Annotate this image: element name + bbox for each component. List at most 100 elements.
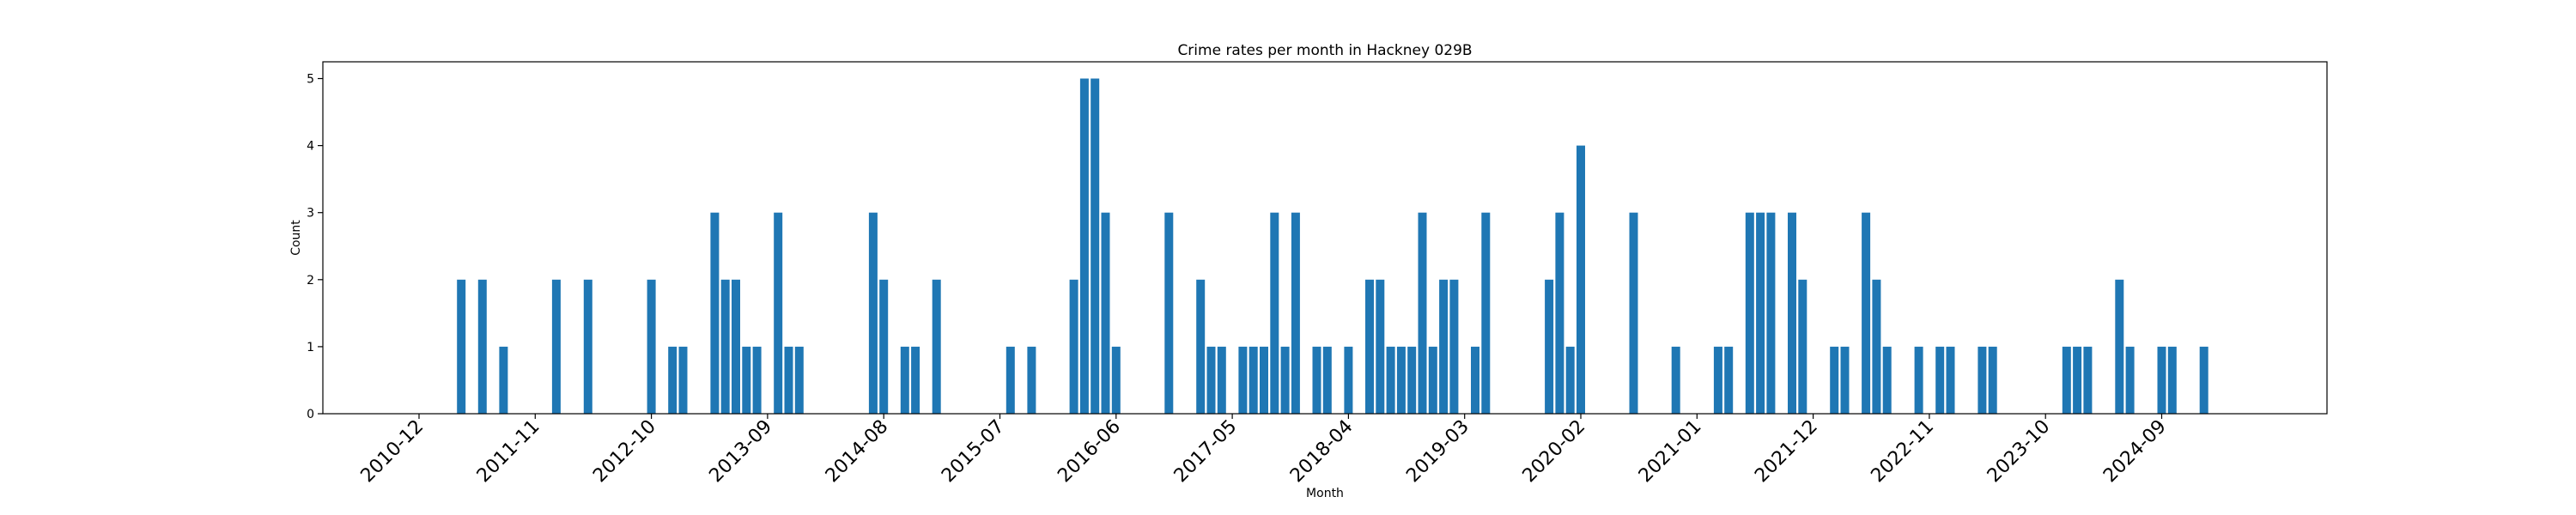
x-tick-label: 2024-09 — [2099, 416, 2171, 488]
x-axis: 2010-12 2011-11 2012-10 2013-09 2014-08 2015-… — [357, 414, 2171, 487]
x-tick-label: 2015-07 — [938, 416, 1009, 488]
bar — [1069, 279, 1078, 414]
bar — [583, 279, 592, 414]
bar — [1935, 346, 1945, 414]
bar — [1745, 212, 1754, 414]
bar — [2167, 346, 2177, 414]
bar — [1101, 212, 1110, 414]
x-tick-label: 2023-10 — [1984, 416, 2055, 488]
y-tick-label: 2 — [307, 274, 314, 288]
bar — [1260, 346, 1268, 414]
bar — [1862, 212, 1871, 414]
bar — [1988, 346, 1997, 414]
x-tick-label: 2018-04 — [1286, 416, 1358, 488]
x-tick-label: 2014-08 — [822, 416, 893, 488]
bar — [1946, 346, 1955, 414]
bar — [1449, 279, 1459, 414]
bar — [710, 212, 720, 414]
y-axis: 0 1 2 3 4 5 — [307, 73, 323, 421]
bar — [1882, 346, 1892, 414]
bar — [720, 279, 730, 414]
bar — [1164, 212, 1174, 414]
bar — [1671, 346, 1680, 414]
bar — [1344, 346, 1353, 414]
bar — [1830, 346, 1839, 414]
bar — [1217, 346, 1226, 414]
x-tick-label: 2022-11 — [1867, 416, 1938, 488]
bar — [1196, 279, 1206, 414]
x-tick-label: 2021-12 — [1751, 416, 1822, 488]
bar — [499, 346, 508, 414]
x-tick-label: 2017-05 — [1170, 416, 1242, 488]
bar — [1629, 212, 1638, 414]
bar — [742, 346, 751, 414]
bar — [1322, 346, 1332, 414]
x-tick-label: 2019-03 — [1402, 416, 1473, 488]
bar — [1418, 212, 1427, 414]
x-tick-label: 2011-11 — [473, 416, 544, 488]
bar — [1270, 212, 1279, 414]
bar — [1111, 346, 1121, 414]
x-tick-label: 2010-12 — [357, 416, 428, 488]
bar — [1565, 346, 1575, 414]
bar — [794, 346, 804, 414]
bar — [1724, 346, 1734, 414]
bar — [1005, 346, 1015, 414]
bar — [1555, 212, 1564, 414]
bar — [1386, 346, 1395, 414]
bar — [1407, 346, 1417, 414]
bar — [1788, 212, 1796, 414]
bar — [879, 279, 889, 414]
bar — [932, 279, 941, 414]
bar — [1766, 212, 1776, 414]
bar — [1238, 346, 1248, 414]
bar — [1365, 279, 1374, 414]
x-tick-label: 2012-10 — [589, 416, 660, 488]
x-tick-label: 2021-01 — [1635, 416, 1706, 488]
bar — [678, 346, 688, 414]
bar — [457, 279, 466, 414]
bar — [477, 279, 487, 414]
bar — [900, 346, 909, 414]
bar — [1091, 78, 1100, 414]
chart-title: Crime rates per month in Hackney 029B — [1177, 42, 1472, 59]
bar — [2115, 279, 2124, 414]
bar — [2083, 346, 2093, 414]
bar — [1291, 212, 1300, 414]
bar — [1439, 279, 1449, 414]
bar — [1396, 346, 1406, 414]
bar — [1376, 279, 1385, 414]
bar — [2157, 346, 2166, 414]
bar — [1713, 346, 1722, 414]
bar — [732, 279, 740, 414]
bar — [1079, 78, 1089, 414]
bars-group — [457, 78, 2208, 414]
bar — [1027, 346, 1036, 414]
bar — [752, 346, 762, 414]
y-tick-label: 0 — [307, 408, 314, 421]
bar — [1280, 346, 1290, 414]
bar — [647, 279, 656, 414]
bar — [1312, 346, 1321, 414]
bar — [1206, 346, 1216, 414]
bar — [868, 212, 878, 414]
bar — [2199, 346, 2208, 414]
plot-frame — [322, 61, 2328, 415]
x-tick-label: 2013-09 — [705, 416, 776, 488]
y-tick-label: 5 — [307, 73, 314, 87]
bar — [784, 346, 793, 414]
bar — [1872, 279, 1881, 414]
bar — [668, 346, 677, 414]
bar — [2073, 346, 2082, 414]
bar — [1798, 279, 1807, 414]
y-axis-label: Count — [289, 220, 303, 256]
bar — [1756, 212, 1765, 414]
bar — [1914, 346, 1923, 414]
y-tick-label: 3 — [307, 207, 314, 221]
y-tick-label: 4 — [307, 140, 314, 154]
bar — [551, 279, 561, 414]
bar — [1577, 145, 1585, 414]
bar — [1428, 346, 1437, 414]
bar — [1545, 279, 1554, 414]
